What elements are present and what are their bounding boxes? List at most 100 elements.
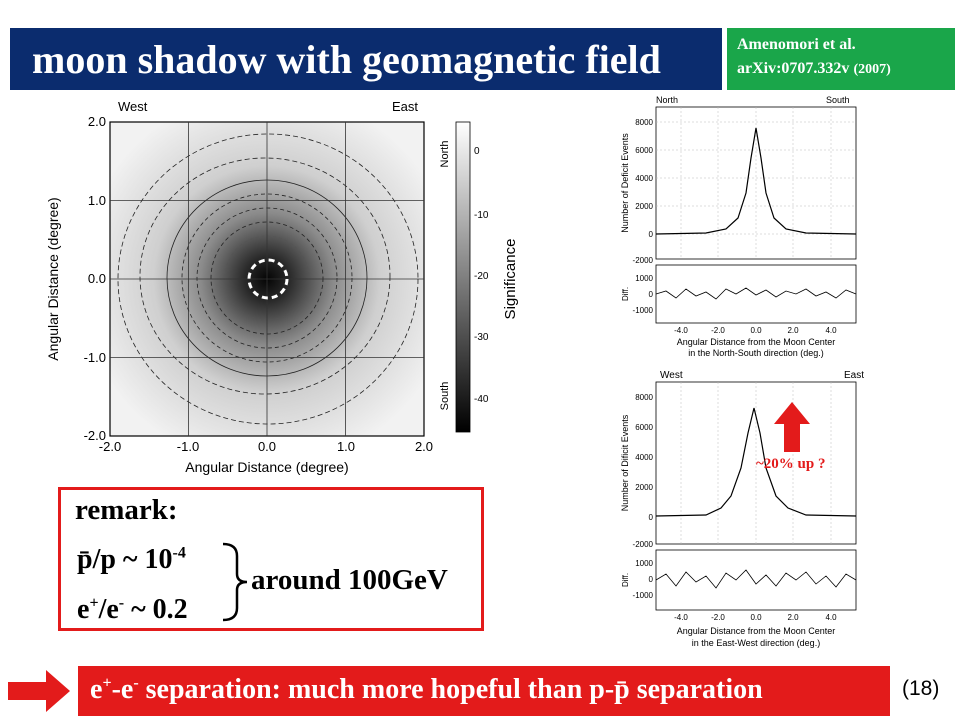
ew-grid <box>680 382 832 544</box>
east-west-profile-plot: West East Number of Dificit Events 8000 … <box>620 370 864 648</box>
ns-y-tick: 8000 <box>635 118 653 127</box>
ew-diff-label: Diff. <box>621 573 630 587</box>
antiproton-ratio: p̄/p ~ 10-4 <box>77 544 186 576</box>
remark-label: remark: <box>75 494 178 526</box>
colorbar-south: South <box>439 382 451 411</box>
ew-y-tick: 8000 <box>635 393 653 402</box>
citation-year: (2007) <box>853 62 891 77</box>
ew-y-tick: 4000 <box>635 453 653 462</box>
colorbar-label: Significance <box>502 239 519 320</box>
ns-y-tick: 0 <box>649 230 654 239</box>
ew-y-tick: -2000 <box>633 540 654 549</box>
cb-tick-label: -10 <box>474 210 489 221</box>
citation-box: Amenomori et al. arXiv:0707.332v (2007) <box>727 28 955 90</box>
x-tick-label: -2.0 <box>99 439 121 454</box>
ns-x-tick: 0.0 <box>750 326 762 335</box>
ew-y-tick: 6000 <box>635 423 653 432</box>
x-tick-label: 2.0 <box>415 439 433 454</box>
ns-x-tick: -4.0 <box>674 326 688 335</box>
ns-diff-tick: 0 <box>649 290 654 299</box>
y-tick-label: 2.0 <box>88 114 106 129</box>
y-tick-labels: 2.0 1.0 0.0 -1.0 -2.0 <box>84 114 106 443</box>
ns-y-tick: -2000 <box>633 256 654 265</box>
ns-diff-tick: -1000 <box>633 306 654 315</box>
energy-note: around 100GeV <box>251 564 448 596</box>
ew-diff-tick: 0 <box>649 575 654 584</box>
increase-annotation: ~20% up ? <box>756 456 826 472</box>
ew-x-tick: -2.0 <box>711 613 725 622</box>
citation-authors: Amenomori et al. <box>737 36 856 53</box>
conclusion-plus: + <box>102 674 112 692</box>
north-south-profile-plot: North South Number of Deficit Events 800… <box>620 95 857 358</box>
ew-diff-panel <box>655 549 857 611</box>
ns-fit-curve <box>655 127 857 235</box>
label-west: West <box>118 99 148 114</box>
conclusion-minus: - <box>133 674 139 692</box>
remark-box: remark: p̄/p ~ 10-4 e+/e- ~ 0.2 around 1… <box>58 487 484 631</box>
x-tick-labels: -2.0 -1.0 0.0 1.0 2.0 <box>99 439 433 454</box>
map-grid <box>110 122 424 436</box>
ns-label-south: South <box>826 95 850 105</box>
cb-tick-label: -40 <box>474 394 489 405</box>
positron-e: e <box>77 594 90 625</box>
citation-arxiv-id: arXiv:0707.332v <box>737 60 854 77</box>
ns-x-ticks: -4.0 -2.0 0.0 2.0 4.0 <box>674 326 837 335</box>
ns-y-tick: 2000 <box>635 202 653 211</box>
ew-diff-tick: -1000 <box>633 591 654 600</box>
ns-diff-label: Diff. <box>621 287 630 301</box>
electron-minus: - <box>118 594 125 612</box>
label-east: East <box>392 99 418 114</box>
ew-y-axis-label: Number of Dificit Events <box>620 414 630 511</box>
ew-label-east: East <box>844 370 864 381</box>
conclusion-text: e+-e- separation: much more hopeful than… <box>90 674 763 706</box>
y-tick-label: -1.0 <box>84 350 106 365</box>
ns-y-tick: 4000 <box>635 174 653 183</box>
slide-title: moon shadow with geomagnetic field <box>32 37 661 82</box>
ns-x-tick: 2.0 <box>787 326 799 335</box>
ew-diff-tick: 1000 <box>635 559 653 568</box>
ns-x-tick: 4.0 <box>825 326 837 335</box>
conclusion-bar: e+-e- separation: much more hopeful than… <box>78 666 890 716</box>
positron-ratio: e+/e- ~ 0.2 <box>77 594 188 626</box>
ns-diff-tick: 1000 <box>635 274 653 283</box>
y-tick-label: 0.0 <box>88 271 106 286</box>
colorbar-ticks: 0 -10 -20 -30 -40 <box>474 146 489 405</box>
up-arrow-icon <box>774 402 810 452</box>
colorbar <box>455 121 471 433</box>
ew-x-ticks: -4.0 -2.0 0.0 2.0 4.0 <box>674 613 837 622</box>
moon-shadow-contour-map: West East 2.0 1.0 0.0 -1.0 -2.0 -2.0 -1.… <box>45 99 519 475</box>
ew-label-west: West <box>660 370 683 381</box>
y-axis-label: Angular Distance (degree) <box>45 197 61 360</box>
ew-y-ticks: 8000 6000 4000 2000 0 -2000 <box>633 393 654 549</box>
cb-tick-label: -30 <box>474 332 489 343</box>
title-bar: moon shadow with geomagnetic field <box>10 28 722 90</box>
ns-x-axis-label-1: Angular Distance from the Moon Center <box>677 337 836 347</box>
cb-tick-label: 0 <box>474 146 480 157</box>
conclusion-dash-e: -e <box>111 674 134 705</box>
citation-arxiv: arXiv:0707.332v (2007) <box>737 60 891 78</box>
ew-fit-curve <box>655 407 857 517</box>
x-axis-label: Angular Distance (degree) <box>185 459 348 475</box>
conclusion-e: e <box>90 674 103 705</box>
antiproton-ratio-text: p̄/p ~ 10 <box>77 544 173 575</box>
ew-x-tick: -4.0 <box>674 613 688 622</box>
right-brace-icon <box>222 542 248 622</box>
x-tick-label: -1.0 <box>177 439 199 454</box>
ns-y-tick: 6000 <box>635 146 653 155</box>
ew-y-tick: 2000 <box>635 483 653 492</box>
ew-x-axis-label-1: Angular Distance from the Moon Center <box>677 626 836 636</box>
ew-diff-ticks: 1000 0 -1000 <box>633 559 654 600</box>
y-tick-label: -2.0 <box>84 428 106 443</box>
ns-x-tick: -2.0 <box>711 326 725 335</box>
ns-y-ticks: 8000 6000 4000 2000 0 -2000 <box>633 118 654 265</box>
ns-diff-steps <box>655 287 857 300</box>
ns-grid <box>656 107 856 259</box>
colorbar-north: North <box>439 141 451 168</box>
conclusion-rest: separation: much more hopeful than p-p̄ … <box>138 674 763 705</box>
ew-x-tick: 4.0 <box>825 613 837 622</box>
ns-diff-panel <box>655 264 857 324</box>
ew-y-tick: 0 <box>649 513 654 522</box>
page-number: (18) <box>902 677 940 700</box>
positron-slash-e: /e <box>98 594 119 625</box>
y-tick-label: 1.0 <box>88 193 106 208</box>
